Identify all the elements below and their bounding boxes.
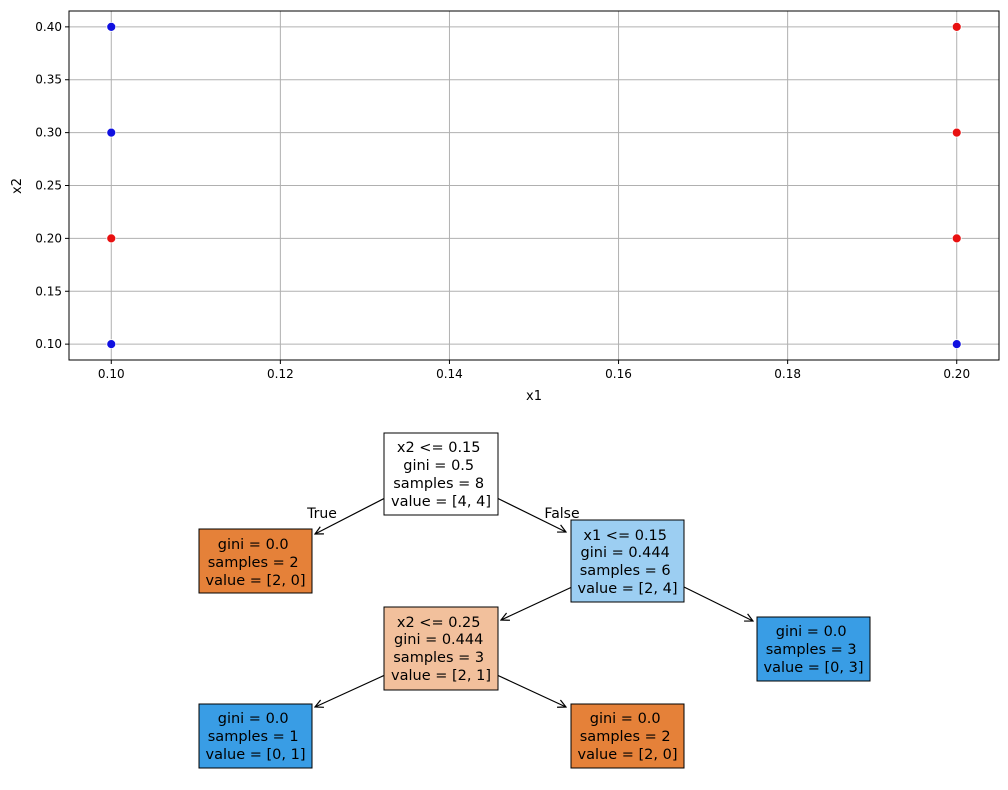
node-text: x1 <= 0.15 gini = 0.444 samples = 6 valu… — [578, 528, 678, 597]
node-line: x1 <= 0.15 — [583, 528, 667, 544]
data-points — [106, 21, 962, 350]
tree-node-x1-split: x1 <= 0.15 gini = 0.444 samples = 6 valu… — [570, 519, 685, 603]
node-line: value = [2, 1] — [391, 668, 491, 684]
node-text: gini = 0.0 samples = 1 value = [0, 1] — [206, 711, 306, 763]
scatter-plot: 0.10 0.12 0.14 0.16 0.18 0.20 0.10 0.15 0.20 0.2… — [10, 10, 1000, 404]
data-point — [106, 339, 117, 350]
x-axis-ticks: 0.10 0.12 0.14 0.16 0.18 0.20 — [98, 360, 970, 381]
x-tick-label: 0.18 — [774, 367, 801, 381]
node-line: samples = 3 — [393, 650, 484, 666]
node-line: x2 <= 0.25 — [397, 615, 481, 631]
node-line: value = [2, 0] — [578, 747, 678, 763]
node-line: value = [2, 4] — [578, 581, 678, 597]
y-tick-label: 0.10 — [35, 337, 62, 351]
tree-node-root: x2 <= 0.15 gini = 0.5 samples = 8 value … — [383, 432, 499, 516]
edge-n0-n2 — [496, 497, 566, 532]
edge-n3-n6 — [496, 674, 566, 707]
node-line: value = [0, 1] — [206, 747, 306, 763]
x-tick-label: 0.16 — [605, 367, 632, 381]
y-tick-label: 0.35 — [35, 73, 62, 87]
data-point — [106, 127, 117, 138]
data-point — [106, 21, 117, 32]
y-axis-label: x2 — [10, 178, 25, 194]
x-tick-label: 0.10 — [98, 367, 125, 381]
edge-n2-n4 — [683, 586, 753, 621]
y-tick-label: 0.20 — [35, 231, 62, 245]
grid-lines — [69, 11, 999, 360]
tree-node-leaf-left: gini = 0.0 samples = 2 value = [2, 0] — [198, 528, 313, 594]
edge-label-true: True — [306, 506, 337, 522]
node-line: gini = 0.444 — [394, 632, 483, 648]
data-point — [951, 339, 962, 350]
node-box — [570, 519, 685, 603]
y-tick-label: 0.40 — [35, 20, 62, 34]
x-axis-label: x1 — [526, 389, 542, 404]
data-point — [951, 233, 962, 244]
edge-n2-n3 — [501, 586, 573, 620]
tree-node-leaf-bottom-left: gini = 0.0 samples = 1 value = [0, 1] — [198, 703, 313, 769]
node-line: gini = 0.0 — [776, 624, 847, 640]
node-line: gini = 0.5 — [403, 458, 474, 474]
node-box — [570, 703, 685, 769]
edge-label-false: False — [544, 506, 579, 522]
y-tick-label: 0.15 — [35, 284, 62, 298]
node-text: gini = 0.0 samples = 2 value = [2, 0] — [578, 711, 678, 763]
node-box — [198, 703, 313, 769]
y-tick-label: 0.25 — [35, 179, 62, 193]
x-tick-label: 0.12 — [267, 367, 294, 381]
node-line: value = [2, 0] — [206, 573, 306, 589]
edge-n0-n1 — [315, 497, 386, 534]
tree-edges — [315, 497, 753, 707]
x-tick-label: 0.20 — [943, 367, 970, 381]
node-line: samples = 2 — [580, 729, 671, 745]
node-line: value = [0, 3] — [764, 660, 864, 676]
node-box — [383, 606, 499, 691]
tree-node-leaf-right: gini = 0.0 samples = 3 value = [0, 3] — [756, 616, 871, 682]
node-box — [198, 528, 313, 594]
x-tick-label: 0.14 — [436, 367, 463, 381]
node-line: gini = 0.0 — [218, 537, 289, 553]
node-line: gini = 0.444 — [581, 545, 670, 561]
y-tick-label: 0.30 — [35, 126, 62, 140]
edge-n3-n5 — [315, 674, 386, 707]
node-box — [756, 616, 871, 682]
tree-node-x2-split: x2 <= 0.25 gini = 0.444 samples = 3 valu… — [383, 606, 499, 691]
tree-node-leaf-bottom-right: gini = 0.0 samples = 2 value = [2, 0] — [570, 703, 685, 769]
node-line: samples = 3 — [766, 642, 857, 658]
node-line: gini = 0.0 — [590, 711, 661, 727]
node-line: samples = 6 — [580, 563, 671, 579]
node-line: samples = 8 — [393, 476, 484, 492]
y-axis-ticks: 0.10 0.15 0.20 0.25 0.30 0.35 0.40 — [35, 20, 69, 351]
node-text: gini = 0.0 samples = 3 value = [0, 3] — [764, 624, 864, 676]
node-box — [383, 432, 499, 516]
node-text: x2 <= 0.15 gini = 0.5 samples = 8 value … — [391, 440, 491, 510]
data-point — [106, 233, 117, 244]
node-line: x2 <= 0.15 — [397, 440, 481, 456]
decision-tree: True False x2 <= 0.15 gini = 0.5 samples… — [198, 432, 871, 769]
node-line: samples = 2 — [208, 555, 299, 571]
node-text: x2 <= 0.25 gini = 0.444 samples = 3 valu… — [391, 615, 491, 684]
node-line: samples = 1 — [208, 729, 299, 745]
data-point — [951, 127, 962, 138]
node-text: gini = 0.0 samples = 2 value = [2, 0] — [206, 537, 306, 589]
node-line: gini = 0.0 — [218, 711, 289, 727]
data-point — [951, 21, 962, 32]
node-line: value = [4, 4] — [391, 494, 491, 510]
